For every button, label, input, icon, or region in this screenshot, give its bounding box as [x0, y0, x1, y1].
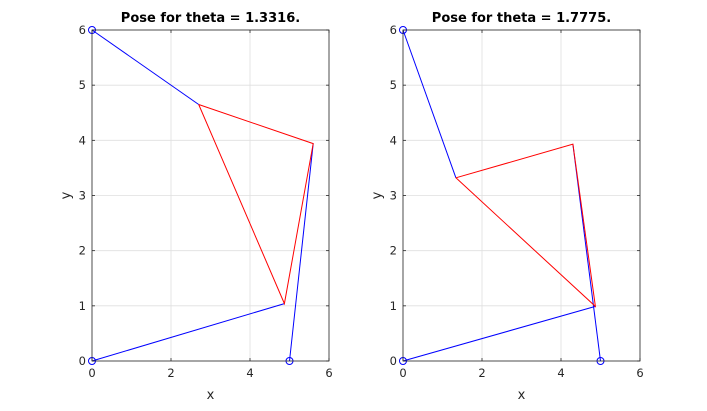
series-line: [91, 303, 285, 362]
data-layer: [88, 26, 314, 365]
x-tick-label: 4: [246, 366, 253, 380]
chart-title: Pose for theta = 1.7775.: [432, 11, 611, 26]
x-tick-label: 6: [325, 366, 332, 380]
ticks: 0 2 4 6 0 1 2 3 4 5 6: [79, 23, 333, 380]
series-line: [402, 305, 596, 362]
subplot-right: 0 2 4 6 0 1 2 3 4 5 6 Pose for theta = 1.7775. x y: [370, 11, 644, 403]
x-tick-label: 2: [167, 366, 174, 380]
y-tick-label: 1: [79, 299, 86, 313]
subplot-left: 0 2 4 6 0 1 2 3 4 5 6 Pose for theta = 1.3316. x y: [59, 11, 333, 403]
y-tick-label: 0: [79, 354, 86, 368]
x-tick-label: 2: [478, 366, 485, 380]
x-tick-label: 4: [557, 366, 564, 380]
x-tick-label: 6: [636, 366, 643, 380]
y-tick-label: 5: [79, 78, 86, 92]
series-line: [91, 29, 199, 105]
x-tick-label: 0: [88, 366, 95, 380]
data-layer: [399, 26, 605, 365]
chart-title: Pose for theta = 1.3316.: [121, 11, 300, 26]
y-tick-label: 0: [390, 354, 397, 368]
ticks: 0 2 4 6 0 1 2 3 4 5 6: [390, 23, 644, 380]
y-tick-label: 4: [390, 133, 397, 147]
series-line: [198, 104, 314, 306]
y-tick-label: 5: [390, 78, 397, 92]
y-tick-label: 3: [390, 189, 397, 203]
y-axis-label: y: [59, 191, 74, 199]
y-tick-label: 4: [79, 133, 86, 147]
series-line: [455, 143, 597, 308]
y-tick-label: 3: [79, 189, 86, 203]
series-line: [289, 143, 314, 362]
series-line: [402, 29, 457, 178]
y-tick-label: 6: [79, 23, 86, 37]
y-tick-label: 2: [390, 244, 397, 258]
y-tick-label: 6: [390, 23, 397, 37]
x-tick-label: 0: [399, 366, 406, 380]
y-axis-label: y: [370, 191, 385, 199]
x-axis-label: x: [207, 388, 215, 403]
y-tick-label: 2: [79, 244, 86, 258]
x-axis-label: x: [518, 388, 526, 403]
y-tick-label: 1: [390, 299, 397, 313]
